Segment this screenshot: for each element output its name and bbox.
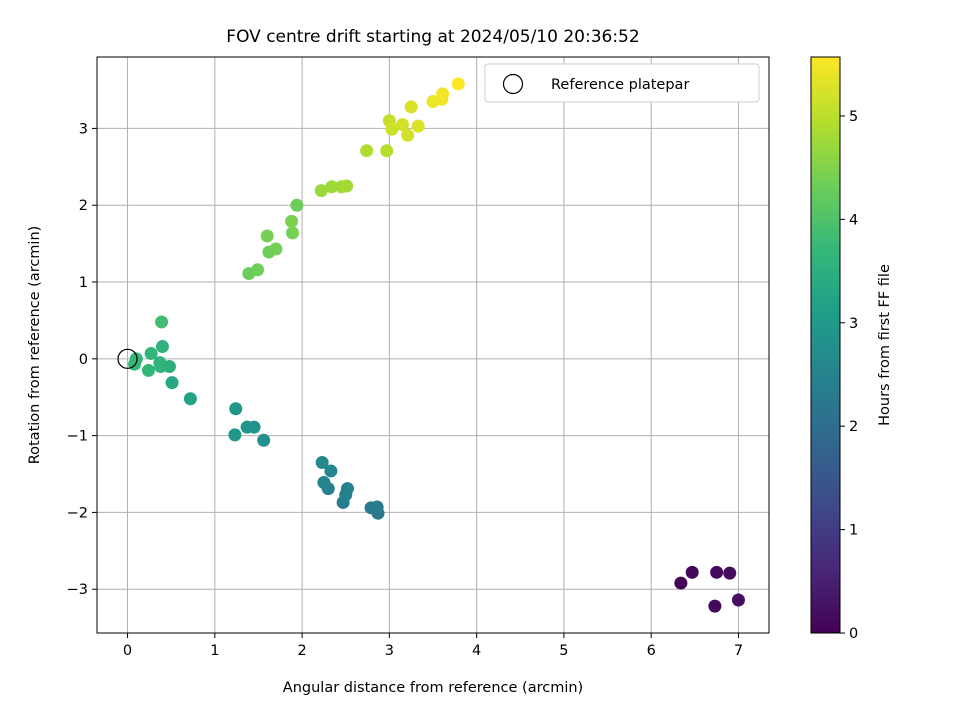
x-axis-label: Angular distance from reference (arcmin) — [283, 680, 583, 696]
data-point — [285, 226, 299, 240]
x-tick-label: 1 — [210, 643, 219, 659]
data-point — [240, 420, 254, 434]
y-tick-label: −1 — [67, 429, 88, 445]
data-point — [317, 475, 331, 489]
x-tick-label: 5 — [559, 643, 568, 659]
reference-marker — [117, 348, 138, 369]
colorbar-gradient — [810, 56, 841, 634]
data-point — [153, 356, 167, 370]
data-point — [325, 180, 339, 194]
data-point — [685, 565, 699, 579]
colorbar-tick-label: 0 — [849, 626, 858, 642]
plot-frame — [96, 56, 770, 634]
data-point — [260, 229, 274, 243]
chart-title: FOV centre drift starting at 2024/05/10 … — [226, 27, 639, 47]
data-point — [674, 576, 688, 590]
data-point — [380, 144, 394, 158]
data-point — [723, 566, 737, 580]
data-point — [340, 179, 354, 193]
y-axis-ticks: −3 −2 −1 0 1 2 3 — [67, 121, 97, 598]
data-point — [451, 77, 465, 91]
data-point — [314, 184, 328, 198]
data-point — [285, 214, 299, 228]
data-point — [144, 346, 158, 360]
data-point — [360, 144, 374, 158]
colorbar-tick-label: 4 — [849, 212, 858, 228]
data-point — [708, 599, 722, 613]
colorbar-tick-label: 1 — [849, 523, 858, 539]
data-point — [141, 363, 155, 377]
data-point — [340, 482, 354, 496]
x-tick-label: 4 — [472, 643, 481, 659]
data-point — [710, 565, 724, 579]
data-point — [257, 433, 271, 447]
legend-marker-reference — [502, 73, 524, 95]
data-point — [183, 392, 197, 406]
colorbar-ticks: 0 1 2 3 4 5 — [840, 109, 858, 642]
legend-box — [484, 63, 760, 103]
y-axis-label: Rotation from reference (arcmin) — [27, 226, 43, 465]
y-tick-label: 2 — [79, 198, 88, 214]
data-point — [324, 464, 338, 478]
x-tick-label: 3 — [385, 643, 394, 659]
colorbar-tick-label: 3 — [849, 316, 858, 332]
reference-point — [117, 348, 138, 369]
y-tick-label: −2 — [67, 505, 88, 521]
x-tick-label: 2 — [297, 643, 306, 659]
colorbar-tick-label: 2 — [849, 419, 858, 435]
legend-label-reference: Reference platepar — [551, 77, 689, 93]
x-axis-ticks: 0 1 2 3 4 5 6 7 — [123, 633, 743, 659]
x-tick-label: 6 — [647, 643, 656, 659]
data-point — [404, 100, 418, 114]
data-point — [436, 87, 450, 101]
x-tick-label: 7 — [734, 643, 743, 659]
colorbar-label: Hours from first FF file — [877, 264, 893, 426]
data-point — [228, 428, 242, 442]
y-tick-label: 0 — [79, 352, 88, 368]
data-point — [395, 118, 409, 132]
data-point — [128, 357, 142, 371]
data-point — [401, 128, 415, 142]
data-point — [290, 198, 304, 212]
data-point — [411, 119, 425, 133]
data-point — [364, 501, 378, 515]
x-tick-label: 0 — [123, 643, 132, 659]
y-tick-label: −3 — [67, 582, 88, 598]
data-point — [385, 122, 399, 136]
data-point — [155, 315, 169, 329]
grid — [97, 57, 769, 633]
data-point — [165, 376, 179, 390]
colorbar-tick-label: 5 — [849, 109, 858, 125]
data-point — [731, 593, 745, 607]
data-point — [315, 456, 329, 470]
data-points — [128, 77, 745, 613]
colorbar: 0 1 2 3 4 5 Hours from first FF file — [810, 56, 893, 642]
data-point — [155, 340, 169, 354]
data-point — [251, 263, 265, 277]
y-tick-label: 1 — [79, 275, 88, 291]
data-point — [229, 402, 243, 416]
legend: Reference platepar — [484, 63, 760, 103]
data-point — [269, 242, 283, 256]
y-tick-label: 3 — [79, 121, 88, 137]
